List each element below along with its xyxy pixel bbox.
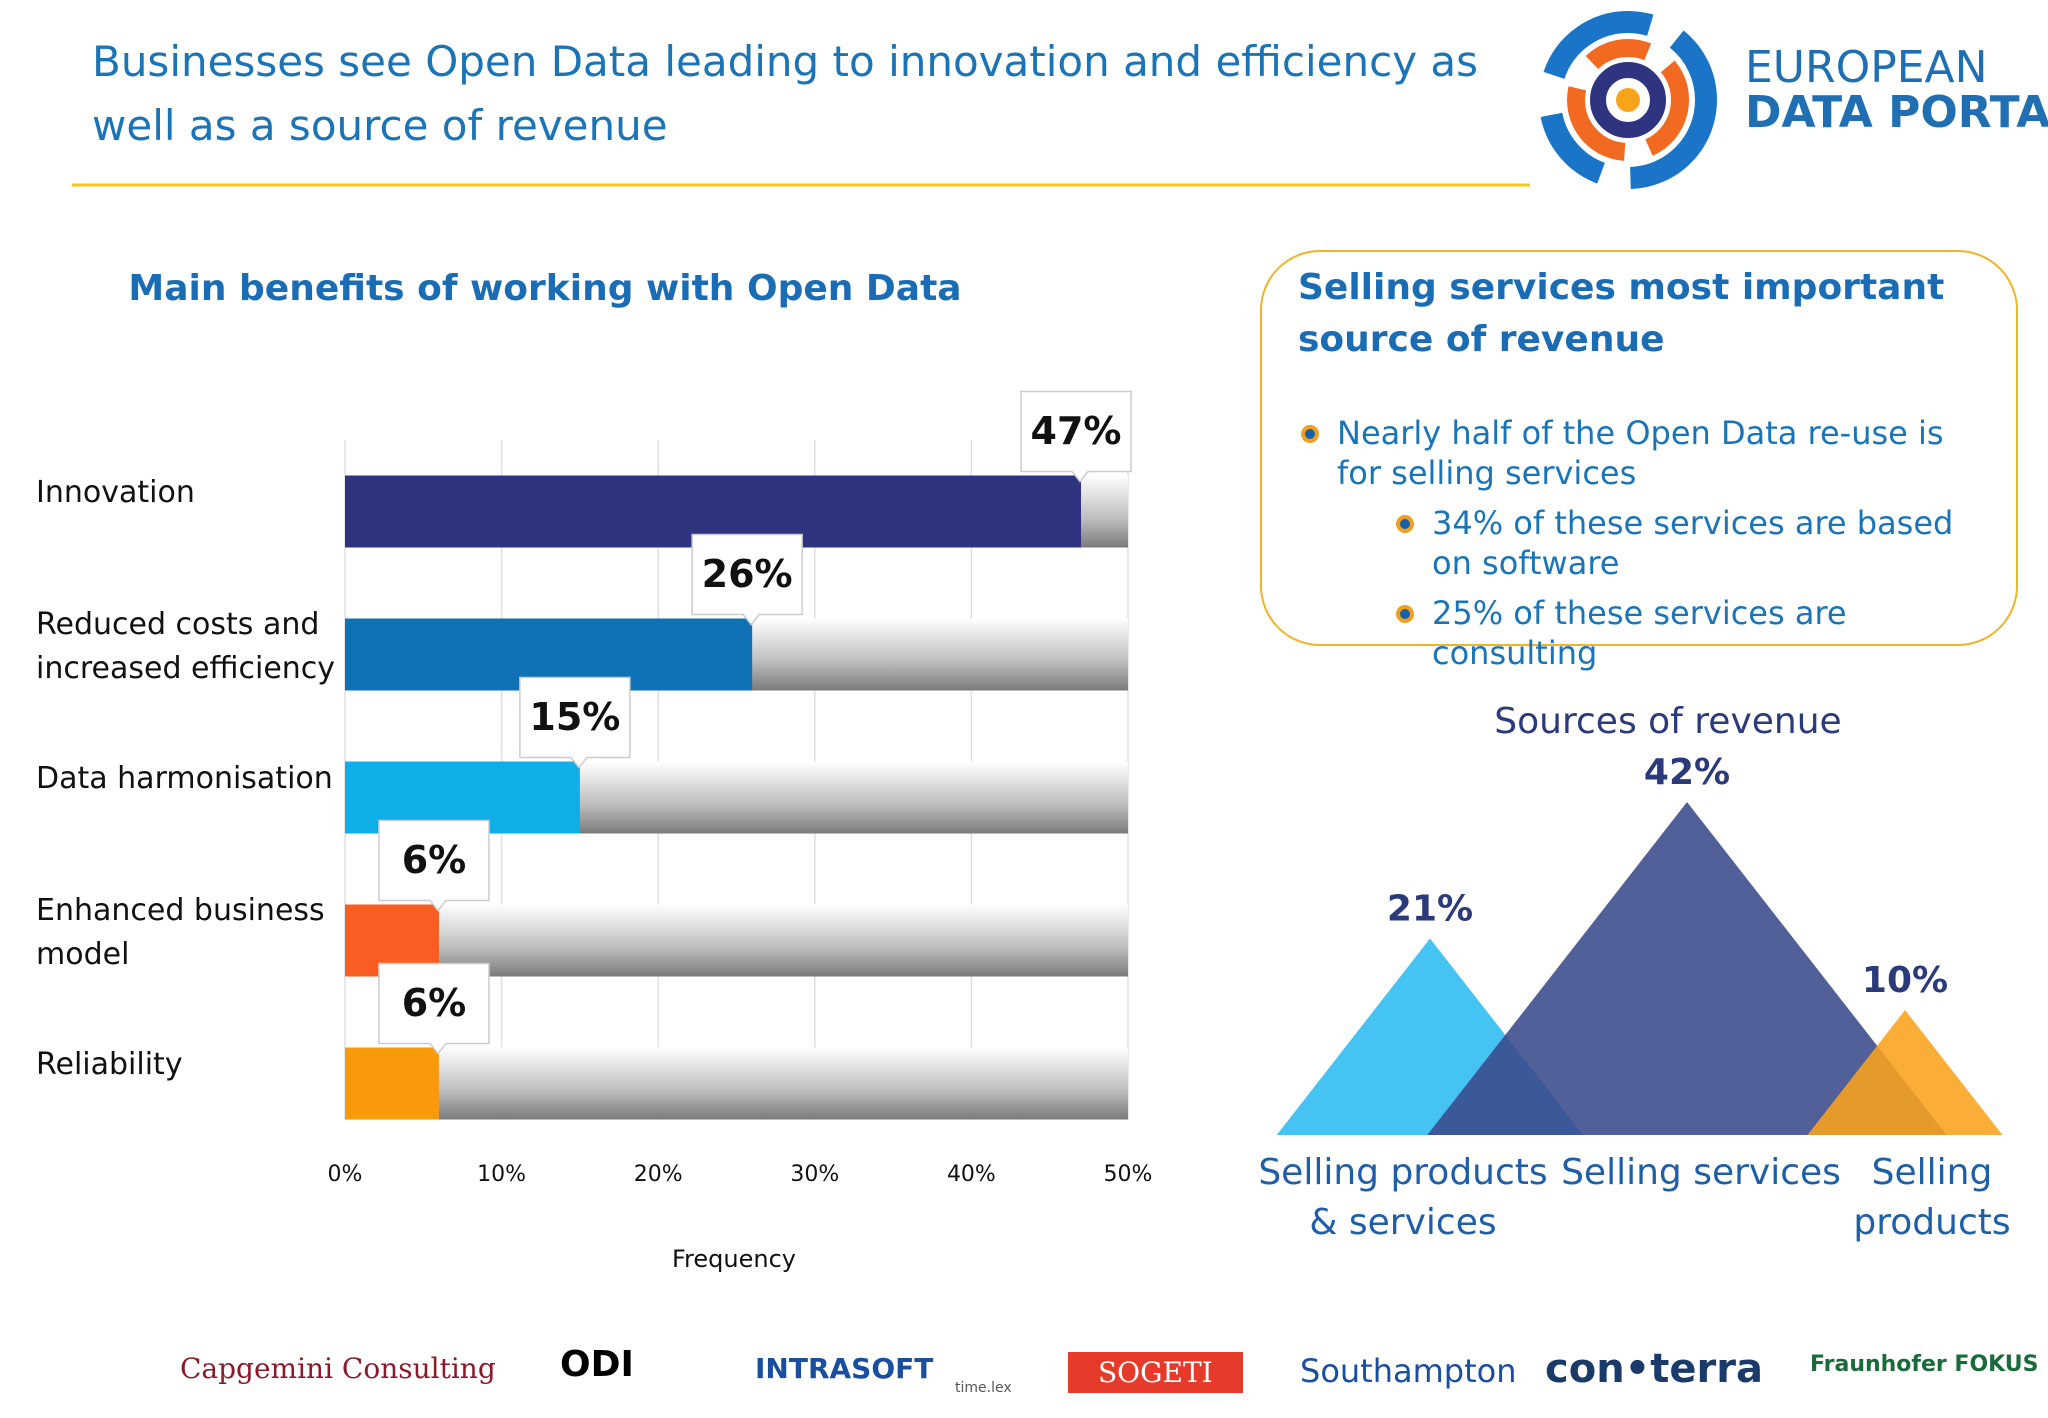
partner-logo: Southampton (1300, 1352, 1517, 1390)
x-tick-label: 50% (1104, 1162, 1153, 1187)
bullet: 25% of these services are consulting (1396, 593, 2012, 673)
value-label: 42% (1644, 752, 1730, 793)
y-tick-label: Reduced costs and increased efficiency (36, 606, 336, 686)
value-label: 6% (402, 981, 467, 1025)
category-label: Selling products (1853, 1152, 2011, 1243)
category-label: Selling services (1561, 1152, 1841, 1193)
category-label: Selling products & services (1258, 1152, 1548, 1243)
x-axis-title: Frequency (672, 1245, 796, 1273)
triangle (1807, 1010, 2003, 1135)
value-label-box (378, 962, 490, 1055)
bar (345, 1047, 439, 1120)
page-title: Businesses see Open Data leading to inno… (92, 37, 1479, 150)
partner-logo: Fraunhofer FOKUS (1810, 1352, 2039, 1377)
bullet: 34% of these services are based on softw… (1396, 503, 1992, 583)
x-tick-label: 20% (634, 1162, 683, 1187)
y-tick-label: Reliability (36, 1046, 183, 1082)
x-tick-label: 30% (790, 1162, 839, 1187)
partner-logo: time.lex (955, 1380, 1012, 1396)
chart-title: Sources of revenue (1494, 701, 1841, 742)
logo-text: EUROPEAN (1745, 42, 1988, 93)
value-label-box (1020, 390, 1132, 483)
partner-logo: INTRASOFT (755, 1352, 934, 1385)
value-label: 15% (529, 695, 620, 739)
x-tick-label: 0% (328, 1162, 363, 1187)
chart-title: Main benefits of working with Open Data (128, 268, 961, 309)
partner-logo: con•terra (1545, 1346, 1763, 1392)
value-label-box (691, 533, 803, 626)
callout-box (1260, 250, 2018, 646)
y-tick-label: Innovation (36, 474, 195, 510)
value-label: 47% (1031, 409, 1122, 453)
value-label-box (519, 676, 631, 769)
callout-title: Selling services most important source o… (1298, 267, 1945, 360)
value-label-box (378, 819, 490, 912)
value-label: 10% (1862, 960, 1948, 1001)
logo-mark (1539, 11, 1717, 189)
value-label: 21% (1387, 889, 1473, 930)
bullet: Nearly half of the Open Data re-use is f… (1301, 413, 1997, 493)
triangle (1427, 802, 1947, 1135)
value-label: 6% (402, 838, 467, 882)
value-label: 26% (702, 552, 793, 596)
y-tick-label: Data harmonisation (36, 760, 333, 796)
partner-logo: SOGETI (1068, 1352, 1243, 1393)
logo-text: DATA PORTAL (1745, 87, 2048, 138)
partner-logo: Capgemini Consulting (180, 1352, 496, 1385)
partner-logo: ODI (560, 1344, 634, 1385)
x-tick-label: 40% (947, 1162, 996, 1187)
bar-track (345, 1047, 1128, 1120)
x-tick-label: 10% (477, 1162, 526, 1187)
y-tick-label: Enhanced business model (36, 892, 325, 972)
